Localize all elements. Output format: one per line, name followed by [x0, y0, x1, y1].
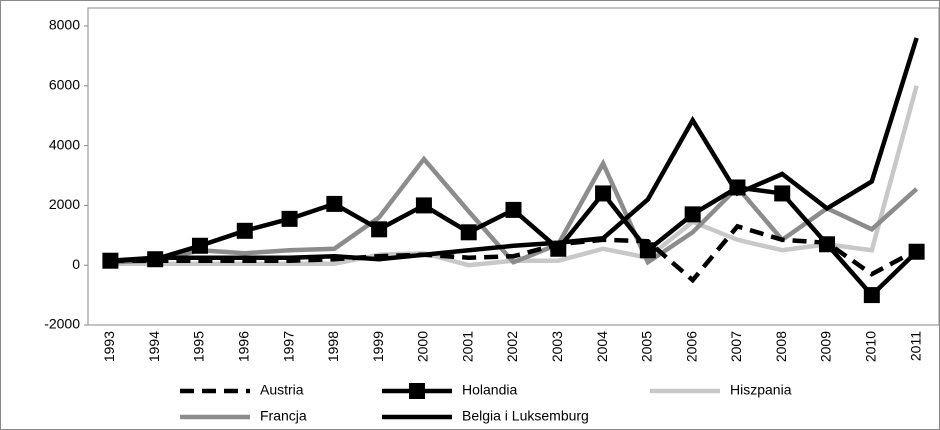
x-tick-label: 1997	[280, 331, 296, 362]
legend-label: Francja	[260, 408, 307, 424]
x-tick-label: 2006	[683, 331, 699, 362]
series-marker	[684, 206, 701, 223]
x-tick-label: 1999	[370, 331, 386, 362]
legend-label: Hiszpania	[730, 382, 792, 398]
series-marker	[639, 242, 656, 259]
series-marker	[102, 252, 119, 269]
x-tick-label: 2000	[415, 331, 431, 362]
x-tick-label: 1993	[101, 331, 117, 362]
series-marker	[415, 197, 432, 214]
x-tick-label: 2001	[459, 331, 475, 362]
y-tick-label: 4000	[49, 136, 80, 152]
series-marker	[371, 221, 388, 238]
x-tick-label: 1994	[146, 331, 162, 362]
legend-label: Austria	[260, 382, 304, 398]
series-marker	[819, 236, 836, 253]
y-tick-label: 8000	[49, 17, 80, 33]
x-tick-label: 2004	[594, 331, 610, 362]
series-marker	[505, 201, 522, 218]
series-marker	[908, 243, 925, 260]
legend-marker	[409, 383, 425, 399]
series-marker	[729, 179, 746, 196]
series-marker	[191, 237, 208, 254]
series-marker	[595, 185, 612, 202]
series-marker	[326, 195, 343, 212]
y-tick-label: -2000	[44, 316, 80, 332]
series-line	[110, 37, 919, 263]
x-tick-label: 2005	[639, 331, 655, 362]
x-tick-label: 1998	[325, 331, 341, 362]
x-tick-label: 2009	[818, 331, 834, 362]
series-marker	[236, 222, 253, 239]
x-tick-label: 1996	[235, 331, 251, 362]
series-marker	[147, 251, 164, 268]
legend-label: Holandia	[462, 382, 517, 398]
x-tick-label: 2002	[504, 331, 520, 362]
plot-border	[87, 7, 940, 326]
series-marker	[863, 287, 880, 304]
y-tick-label: 0	[72, 256, 80, 272]
x-tick-label: 2010	[863, 331, 879, 362]
series-marker	[281, 210, 298, 227]
x-tick-label: 2007	[728, 331, 744, 362]
x-tick-label: 2008	[773, 331, 789, 362]
series-line	[110, 223, 918, 284]
legend-label: Belgia i Luksemburg	[462, 408, 589, 424]
series-line	[110, 85, 919, 268]
y-tick-label: 2000	[49, 196, 80, 212]
series-marker	[774, 185, 791, 202]
series-marker	[550, 240, 567, 257]
x-tick-label: 1995	[191, 331, 207, 362]
x-tick-label: 2011	[907, 331, 923, 361]
series-layer	[102, 37, 925, 304]
series-marker	[460, 224, 477, 241]
y-tick-label: 6000	[49, 77, 80, 93]
x-tick-label: 2003	[549, 331, 565, 362]
